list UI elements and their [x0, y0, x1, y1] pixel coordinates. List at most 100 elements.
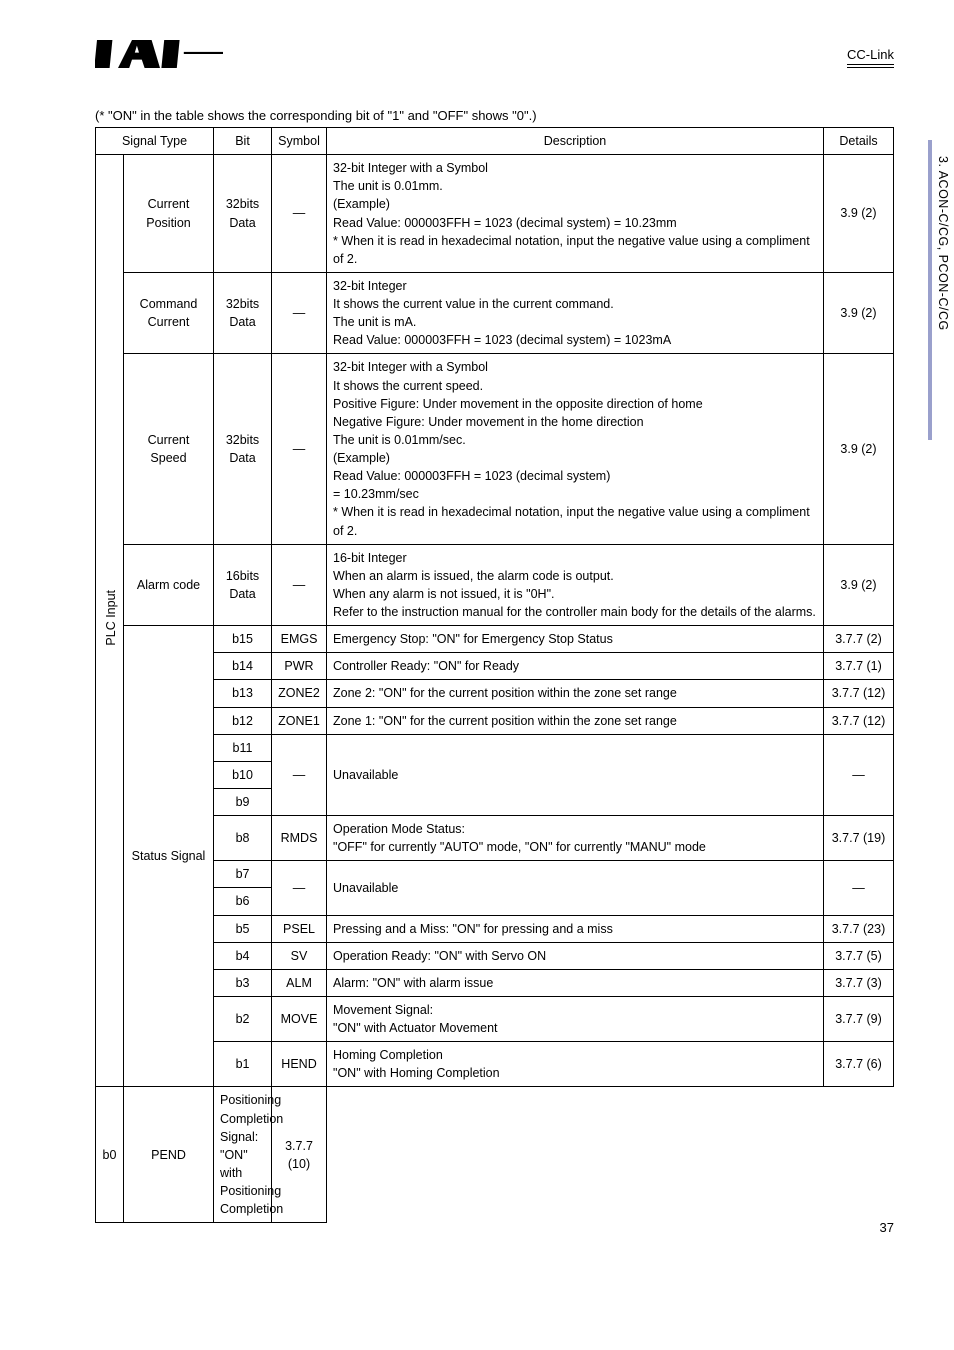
cell-det: — — [824, 734, 894, 815]
cell-bit: b3 — [214, 969, 272, 996]
side-tab: 3. ACON-C/CG, PCON-C/CG — [928, 140, 954, 440]
cell-desc: Unavailable — [327, 734, 824, 815]
cell-det: 3.7.7 (3) — [824, 969, 894, 996]
cell-bit: 32bits Data — [214, 155, 272, 273]
cell-det: 3.7.7 (12) — [824, 680, 894, 707]
side-tab-text: 3. ACON-C/CG, PCON-C/CG — [936, 156, 950, 331]
table-row: Status Signal b15 EMGS Emergency Stop: "… — [96, 626, 894, 653]
cell-desc: Controller Ready: "ON" for Ready — [327, 653, 824, 680]
cell-desc: 16-bit Integer When an alarm is issued, … — [327, 544, 824, 626]
header-product: CC-Link — [847, 47, 894, 68]
iai-logo — [95, 40, 225, 68]
cell-bit: b4 — [214, 942, 272, 969]
cell-desc: Operation Mode Status: "OFF" for current… — [327, 816, 824, 861]
cell-bit: b1 — [214, 1042, 272, 1087]
cell-status-signal: Status Signal — [124, 626, 214, 1087]
cell-det: 3.7.7 (23) — [824, 915, 894, 942]
cell-desc: 32-bit Integer with a Symbol It shows th… — [327, 354, 824, 544]
cell-bit: 16bits Data — [214, 544, 272, 626]
table-row: Current Speed 32bits Data — 32-bit Integ… — [96, 354, 894, 544]
cell-sym: HEND — [272, 1042, 327, 1087]
cell-desc: Alarm: "ON" with alarm issue — [327, 969, 824, 996]
cell-bit: b7 — [214, 861, 272, 888]
cell-bit: b0 — [96, 1087, 124, 1223]
cell-desc: Operation Ready: "ON" with Servo ON — [327, 942, 824, 969]
cell-det: 3.7.7 (5) — [824, 942, 894, 969]
cell-bit: 32bits Data — [214, 354, 272, 544]
cell-bit: b12 — [214, 707, 272, 734]
cell-det: 3.7.7 (2) — [824, 626, 894, 653]
cell-sym: — — [272, 272, 327, 354]
table-row: b8 RMDS Operation Mode Status: "OFF" for… — [96, 816, 894, 861]
th-bit: Bit — [214, 128, 272, 155]
cell-sym: RMDS — [272, 816, 327, 861]
cell-sym: PSEL — [272, 915, 327, 942]
cell-sym: EMGS — [272, 626, 327, 653]
table-row: b4 SV Operation Ready: "ON" with Servo O… — [96, 942, 894, 969]
cell-desc: Unavailable — [327, 861, 824, 915]
table-row: b12 ZONE1 Zone 1: "ON" for the current p… — [96, 707, 894, 734]
cell-sym: ZONE2 — [272, 680, 327, 707]
table-row: b14 PWR Controller Ready: "ON" for Ready… — [96, 653, 894, 680]
cell-sig: Alarm code — [124, 544, 214, 626]
cell-bit: b8 — [214, 816, 272, 861]
table-row: b0 PEND Positioning Completion Signal: "… — [96, 1087, 894, 1223]
cell-desc: Emergency Stop: "ON" for Emergency Stop … — [327, 626, 824, 653]
header-right-text: CC-Link — [847, 47, 894, 62]
table-row: b7 — Unavailable — — [96, 861, 894, 888]
cell-desc: Pressing and a Miss: "ON" for pressing a… — [327, 915, 824, 942]
cell-bit: b9 — [214, 788, 272, 815]
cell-sym: PEND — [124, 1087, 214, 1223]
cell-desc: Homing Completion "ON" with Homing Compl… — [327, 1042, 824, 1087]
signal-table: Signal Type Bit Symbol Description Detai… — [95, 127, 894, 1223]
cell-sym: PWR — [272, 653, 327, 680]
cell-bit: b14 — [214, 653, 272, 680]
cell-det: 3.9 (2) — [824, 544, 894, 626]
cell-det: 3.7.7 (19) — [824, 816, 894, 861]
th-description: Description — [327, 128, 824, 155]
cell-bit: b10 — [214, 761, 272, 788]
cell-bit: b6 — [214, 888, 272, 915]
cell-det: 3.9 (2) — [824, 272, 894, 354]
cell-sig: Current Speed — [124, 354, 214, 544]
page-number: 37 — [880, 1220, 894, 1235]
cell-sym: — — [272, 354, 327, 544]
cell-sym: ZONE1 — [272, 707, 327, 734]
cell-bit: b13 — [214, 680, 272, 707]
cell-sym: SV — [272, 942, 327, 969]
table-row: b3 ALM Alarm: "ON" with alarm issue 3.7.… — [96, 969, 894, 996]
cell-sig: Command Current — [124, 272, 214, 354]
th-symbol: Symbol — [272, 128, 327, 155]
th-details: Details — [824, 128, 894, 155]
cell-det: — — [824, 861, 894, 915]
th-signal-type: Signal Type — [96, 128, 214, 155]
cell-bit: b11 — [214, 734, 272, 761]
cell-sym: — — [272, 734, 327, 815]
table-row: b5 PSEL Pressing and a Miss: "ON" for pr… — [96, 915, 894, 942]
cell-bit: b5 — [214, 915, 272, 942]
cell-desc: Positioning Completion Signal: "ON" with… — [214, 1087, 272, 1223]
plc-input-group: PLC Input — [96, 155, 124, 1087]
cell-det: 3.7.7 (6) — [824, 1042, 894, 1087]
cell-det: 3.7.7 (12) — [824, 707, 894, 734]
cell-desc: Zone 2: "ON" for the current position wi… — [327, 680, 824, 707]
table-note: (* "ON" in the table shows the correspon… — [95, 108, 894, 123]
table-row: b1 HEND Homing Completion "ON" with Homi… — [96, 1042, 894, 1087]
cell-desc: 32-bit Integer It shows the current valu… — [327, 272, 824, 354]
cell-sym: MOVE — [272, 996, 327, 1041]
table-row: b13 ZONE2 Zone 2: "ON" for the current p… — [96, 680, 894, 707]
cell-det: 3.7.7 (9) — [824, 996, 894, 1041]
cell-det: 3.7.7 (1) — [824, 653, 894, 680]
cell-det: 3.9 (2) — [824, 354, 894, 544]
cell-desc: 32-bit Integer with a Symbol The unit is… — [327, 155, 824, 273]
cell-sig: Current Position — [124, 155, 214, 273]
cell-bit: b15 — [214, 626, 272, 653]
cell-desc: Movement Signal: "ON" with Actuator Move… — [327, 996, 824, 1041]
table-row: Command Current 32bits Data — 32-bit Int… — [96, 272, 894, 354]
cell-bit: 32bits Data — [214, 272, 272, 354]
cell-det: 3.9 (2) — [824, 155, 894, 273]
cell-sym: — — [272, 544, 327, 626]
cell-bit: b2 — [214, 996, 272, 1041]
table-row: b2 MOVE Movement Signal: "ON" with Actua… — [96, 996, 894, 1041]
cell-desc: Zone 1: "ON" for the current position wi… — [327, 707, 824, 734]
